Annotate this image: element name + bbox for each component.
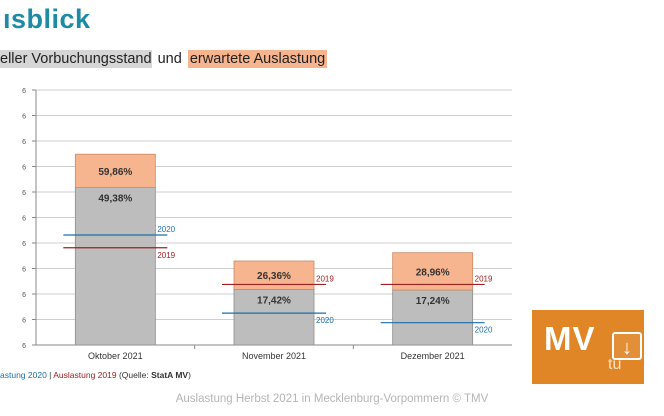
mv-logo[interactable]: MV tu ↓ <box>532 310 644 384</box>
source-paren-close: ) <box>188 370 191 380</box>
page-title: ısblick <box>3 4 91 34</box>
reference-label-2020: 2020 <box>157 225 175 234</box>
y-tick-label: 6 <box>22 165 26 172</box>
source-2019: Auslastung 2019 <box>53 370 117 380</box>
chart-source-line: astung 2020 | Auslastung 2019 (Quelle: S… <box>0 370 191 380</box>
bar-expected <box>392 252 474 291</box>
y-tick-label: 6 <box>22 114 26 121</box>
y-tick-label: 6 <box>22 216 26 223</box>
y-tick-label: 6 <box>22 292 26 299</box>
logo-subtext: tu <box>608 356 622 373</box>
data-label-booking: 17,24% <box>416 296 450 307</box>
data-label-expected: 26,36% <box>257 271 291 282</box>
subtitle-booking: eller Vorbuchungsstand <box>0 50 152 68</box>
data-label-expected: 59,86% <box>98 167 132 178</box>
source-paren-open: (Quelle: <box>116 370 152 380</box>
reference-label-2019: 2019 <box>157 251 175 260</box>
y-tick-label: 6 <box>22 241 26 248</box>
y-tick-label: 6 <box>22 139 26 146</box>
logo-text: MV <box>544 320 596 357</box>
data-label-booking: 49,38% <box>98 194 132 205</box>
y-tick-label: 6 <box>22 190 26 197</box>
image-caption: Auslastung Herbst 2021 in Mecklenburg-Vo… <box>175 393 489 405</box>
reference-label-2020: 2020 <box>316 316 334 325</box>
subtitle-and: und <box>157 51 182 67</box>
bar-booking <box>392 289 474 346</box>
source-2020: astung 2020 <box>0 370 47 380</box>
reference-label-2019: 2019 <box>316 274 334 283</box>
y-tick-label: 6 <box>22 343 26 350</box>
reference-label-2019: 2019 <box>475 274 493 283</box>
data-label-booking: 17,42% <box>257 295 291 306</box>
source-separator: | <box>46 370 54 380</box>
y-tick-label: 6 <box>22 267 26 274</box>
data-label-expected: 28,96% <box>416 267 450 278</box>
bar-booking <box>74 187 156 346</box>
y-tick-label: 6 <box>22 88 26 95</box>
x-tick-label: Oktober 2021 <box>88 351 143 361</box>
x-tick-label: November 2021 <box>242 351 306 361</box>
source-name: StatA MV <box>151 370 189 380</box>
reference-label-2020: 2020 <box>475 326 493 335</box>
bar-expected <box>74 153 156 189</box>
chart-subtitle: eller Vorbuchungsstand und erwartete Aus… <box>0 50 328 68</box>
subtitle-expected: erwartete Auslastung <box>187 50 328 68</box>
x-tick-label: Dezember 2021 <box>401 351 465 361</box>
download-icon[interactable]: ↓ <box>612 332 642 360</box>
y-tick-label: 6 <box>22 318 26 325</box>
